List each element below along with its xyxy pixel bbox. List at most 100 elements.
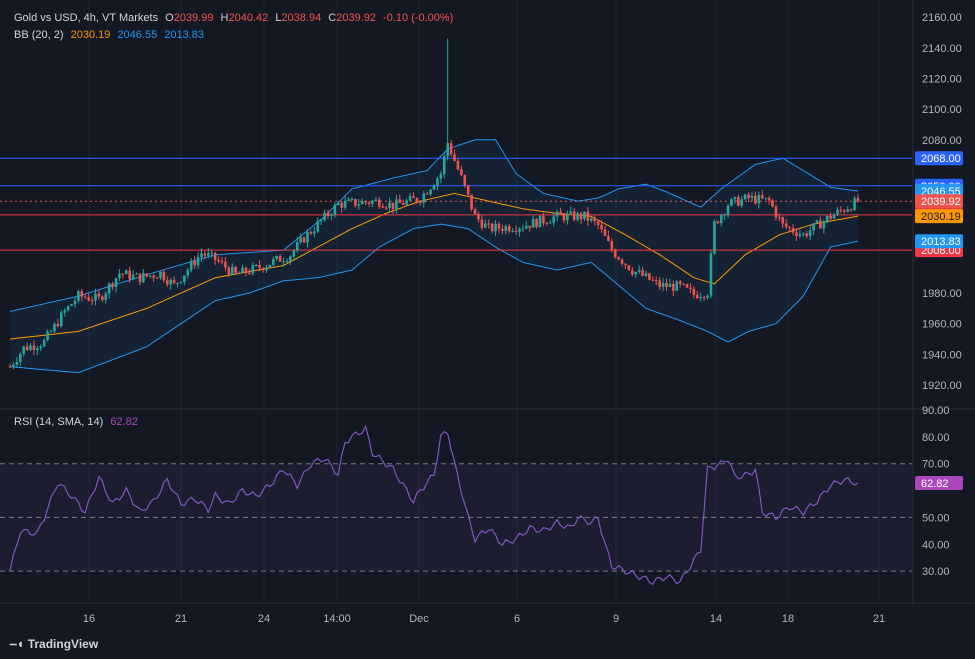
candle-body: [689, 287, 692, 289]
candle-body: [808, 230, 812, 237]
candle-body: [648, 273, 651, 280]
candle-body: [439, 173, 443, 179]
candle-body: [162, 271, 166, 281]
price-label-bg: [915, 234, 963, 249]
candle-body: [723, 214, 726, 216]
candle-body: [726, 205, 730, 215]
candle-body: [538, 215, 542, 228]
price-tick-label: 2140.00: [922, 43, 962, 55]
candle-body: [59, 312, 63, 327]
bollinger-upper-line: [9, 139, 859, 312]
candle-body: [798, 234, 802, 237]
candle-body: [801, 233, 805, 235]
candle-body: [463, 175, 467, 186]
rsi-legend: RSI (14, SMA, 14) 62.82: [14, 416, 142, 428]
candle-body: [319, 220, 323, 222]
high-value: 2040.42: [228, 12, 269, 24]
candle-body: [695, 294, 699, 299]
candle-body: [323, 212, 326, 221]
bb-label: BB (20, 2): [14, 29, 64, 41]
candle-body: [56, 323, 60, 327]
candle-body: [285, 261, 289, 263]
candle-body: [453, 154, 456, 161]
candle-body: [511, 230, 514, 232]
candle-body: [326, 212, 330, 217]
open-value: 2039.99: [173, 12, 214, 24]
candle-body: [32, 345, 36, 350]
candle-body: [49, 331, 53, 333]
candle-body: [395, 199, 398, 210]
candle-body: [142, 273, 145, 283]
candle-body: [528, 225, 532, 228]
candle-body: [709, 253, 713, 296]
candle-body: [176, 282, 179, 284]
x-tick-label: 6: [514, 613, 520, 625]
candle-body: [63, 310, 67, 313]
rsi-line: [9, 424, 859, 586]
candle-body: [542, 215, 545, 224]
candle-body: [490, 223, 494, 232]
candle-body: [128, 270, 131, 280]
candle-body: [613, 250, 617, 258]
candle-body: [313, 231, 316, 234]
candle-body: [548, 222, 552, 224]
candle-body: [678, 281, 682, 284]
candle-body: [788, 227, 791, 229]
candle-body: [354, 198, 357, 206]
candle-body: [634, 271, 638, 275]
candle-body: [535, 218, 538, 228]
candle-body: [131, 274, 135, 280]
candle-body: [672, 283, 675, 291]
tradingview-logo[interactable]: ⎯◖ TradingView: [10, 636, 98, 652]
candle-body: [292, 250, 296, 257]
candle-body: [111, 283, 114, 288]
candle-body: [388, 202, 391, 208]
candle-body: [781, 217, 785, 224]
rsi-label: RSI (14, SMA, 14): [14, 416, 104, 428]
rsi-tick-label: 30.00: [922, 566, 950, 578]
candle-body: [750, 195, 754, 198]
candle-body: [258, 264, 261, 269]
candle-body: [278, 255, 282, 262]
candle-body: [822, 221, 826, 229]
candle-body: [408, 196, 412, 201]
candle-body: [360, 201, 364, 205]
candle-body: [456, 160, 460, 170]
candle-body: [774, 206, 778, 218]
candle-body: [545, 223, 549, 225]
x-tick-label: Dec: [409, 613, 429, 625]
candle-body: [583, 211, 586, 220]
candle-body: [189, 260, 193, 270]
candle-body: [767, 197, 771, 201]
candle-body: [159, 271, 162, 278]
candle-body: [853, 198, 856, 211]
candle-body: [654, 280, 658, 282]
candle-body: [487, 223, 491, 225]
candle-body: [651, 279, 655, 281]
candle-body: [18, 353, 22, 362]
candle-body: [514, 230, 518, 232]
candle-body: [466, 185, 470, 195]
candle-body: [637, 270, 641, 272]
candle-body: [839, 209, 843, 211]
close-label: C: [328, 12, 337, 24]
candle-body: [521, 228, 525, 230]
candle-body: [145, 273, 149, 277]
candle-body: [473, 209, 477, 215]
price-label-bg: [915, 151, 963, 166]
candle-body: [275, 255, 279, 260]
price-label-2068.00: 2068.00: [921, 153, 961, 165]
candle-body: [398, 199, 402, 204]
bollinger-fill: [10, 139, 858, 373]
candle-body: [230, 266, 234, 275]
candle-body: [165, 280, 169, 285]
candle-body: [241, 267, 244, 274]
candle-body: [795, 232, 798, 237]
candle-body: [29, 345, 32, 351]
candle-body: [148, 275, 152, 277]
candle-body: [579, 213, 583, 220]
candle-body: [644, 273, 648, 276]
candle-body: [254, 264, 258, 266]
